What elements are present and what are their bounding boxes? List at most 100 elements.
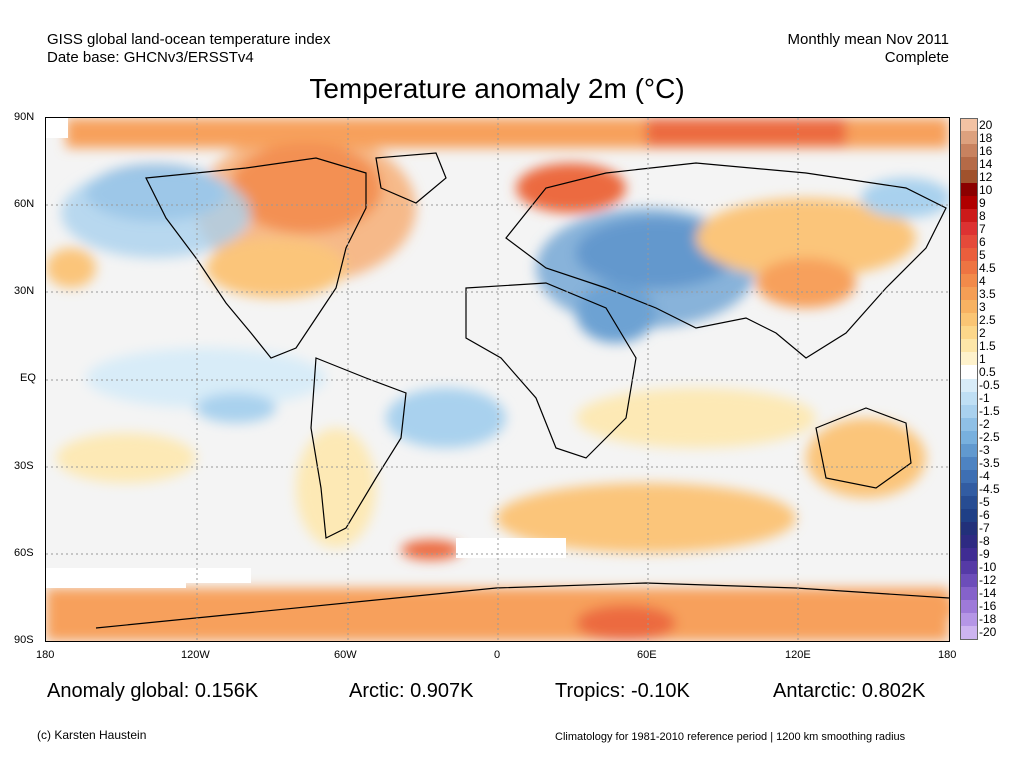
field-arctic-strong — [646, 118, 846, 146]
header-status: Complete — [884, 49, 949, 66]
colorbar-swatch — [960, 482, 978, 497]
colorbar-label: 3.5 — [979, 286, 996, 301]
colorbar-swatch — [960, 456, 978, 471]
colorbar-label: -3 — [979, 443, 990, 458]
colorbar-label: 1 — [979, 351, 986, 366]
coast-north-america — [145, 157, 367, 359]
coast-antarctica — [95, 582, 949, 629]
colorbar-swatch — [960, 326, 978, 340]
field-middle-east-cold — [576, 283, 656, 343]
lon-label-120w: 120W — [181, 649, 210, 661]
colorbar-swatch — [960, 170, 978, 184]
colorbar-label: 1.5 — [979, 338, 996, 353]
colorbar-swatch — [960, 599, 978, 614]
colorbar-swatch — [960, 391, 978, 406]
field-pacific-warm — [46, 248, 96, 288]
colorbar-swatch — [960, 144, 978, 158]
lon-label-60e: 60E — [637, 649, 657, 661]
header-database: Date base: GHCNv3/ERSSTv4 — [47, 49, 254, 66]
colorbar-label: 8 — [979, 208, 986, 223]
field-us-warm — [206, 238, 346, 298]
field-east-siberia-cold — [861, 178, 949, 218]
colorbar-label: -6 — [979, 508, 990, 523]
lat-label-60n: 60N — [14, 198, 35, 210]
colorbar-swatch — [960, 196, 978, 210]
missing-data-southern-2 — [186, 568, 251, 583]
lon-label-180-right: 180 — [938, 649, 957, 661]
colorbar-label: 3 — [979, 299, 986, 314]
colorbar-label: 18 — [979, 130, 993, 145]
field-south-indian-warm — [496, 483, 796, 553]
colorbar-label: 14 — [979, 156, 993, 171]
colorbar-swatch — [960, 573, 978, 588]
gridlines — [46, 118, 949, 641]
field-tropical-pacific-cool — [86, 348, 326, 408]
lon-label-120e: 120E — [785, 649, 811, 661]
lon-label-180-left: 180 — [36, 649, 55, 661]
colorbar-swatch — [960, 508, 978, 523]
colorbar-label: -0.5 — [979, 378, 1000, 392]
colorbar-label: 4 — [979, 273, 986, 288]
colorbar-label: -12 — [979, 573, 997, 588]
field-south-atlantic-cool — [386, 388, 506, 448]
colorbar-label: 16 — [979, 143, 993, 158]
colorbar-label: -7 — [979, 521, 990, 536]
field-siberia-warm — [696, 198, 916, 278]
lat-label-90s: 90S — [14, 634, 34, 646]
colorbar-swatch — [960, 235, 978, 249]
colorbar-swatch — [960, 222, 978, 236]
colorbar-swatch — [960, 287, 978, 301]
colorbar-label: 10 — [979, 182, 993, 197]
colorbar-swatch — [960, 521, 978, 536]
colorbar-label: -1 — [979, 391, 990, 406]
field-weddell-warm — [401, 540, 461, 560]
field-south-america-warm — [296, 428, 376, 548]
stat-arctic: Arctic: 0.907K — [349, 680, 474, 702]
colorbar-label: -4.5 — [979, 482, 1000, 497]
field-antarctic-strong — [576, 605, 676, 641]
colorbar-swatch — [960, 560, 978, 575]
missing-data-arctic — [46, 118, 68, 138]
colorbar-swatch — [960, 248, 978, 262]
colorbar-label: -3.5 — [979, 456, 1000, 471]
colorbar-label: -16 — [979, 599, 997, 614]
header-period: Monthly mean Nov 2011 — [787, 31, 949, 48]
colorbar-swatch — [960, 469, 978, 484]
field-alaska-cold-halo — [61, 168, 251, 258]
coastlines — [95, 152, 949, 629]
field-indian-ocean-warm — [576, 388, 816, 448]
field-australia-warm — [806, 418, 926, 498]
colorbar-swatch — [960, 274, 978, 288]
anomaly-map-canvas — [46, 118, 949, 641]
lat-label-90n: 90N — [14, 111, 35, 123]
colorbar-label: -2 — [979, 417, 990, 432]
colorbar-label: -9 — [979, 547, 990, 562]
field-scandinavia-warm — [516, 163, 626, 213]
coast-africa — [465, 282, 637, 459]
field-china-warm — [756, 258, 856, 308]
colorbar-label: 2.5 — [979, 312, 996, 327]
colorbar-label: 2 — [979, 325, 986, 340]
field-antarctic-edge — [876, 588, 949, 628]
coast-south-america — [310, 357, 407, 539]
colorbar-label: 20 — [979, 117, 993, 132]
colorbar-swatch — [960, 118, 978, 133]
colorbar-label: -1.5 — [979, 404, 1000, 419]
colorbar-label: 12 — [979, 169, 993, 184]
footer-note: Climatology for 1981-2010 reference peri… — [555, 731, 906, 743]
missing-data-southern-1 — [46, 568, 186, 588]
colorbar-swatch — [960, 430, 978, 445]
colorbar-label: 6 — [979, 234, 986, 249]
footer-credit: (c) Karsten Haustein — [37, 728, 147, 742]
colorbar-label: -18 — [979, 612, 997, 627]
colorbar-label: -2.5 — [979, 430, 1000, 445]
lat-label-eq: EQ — [20, 372, 36, 384]
colorbar-label: 7 — [979, 221, 986, 236]
colorbar-swatch — [960, 183, 978, 197]
colorbar-swatch — [960, 313, 978, 327]
coast-greenland — [375, 152, 447, 204]
colorbar-label: -4 — [979, 469, 990, 484]
colorbar-swatch — [960, 404, 978, 419]
field-south-pacific-cool — [196, 393, 276, 423]
colorbar-label: 4.5 — [979, 260, 996, 275]
